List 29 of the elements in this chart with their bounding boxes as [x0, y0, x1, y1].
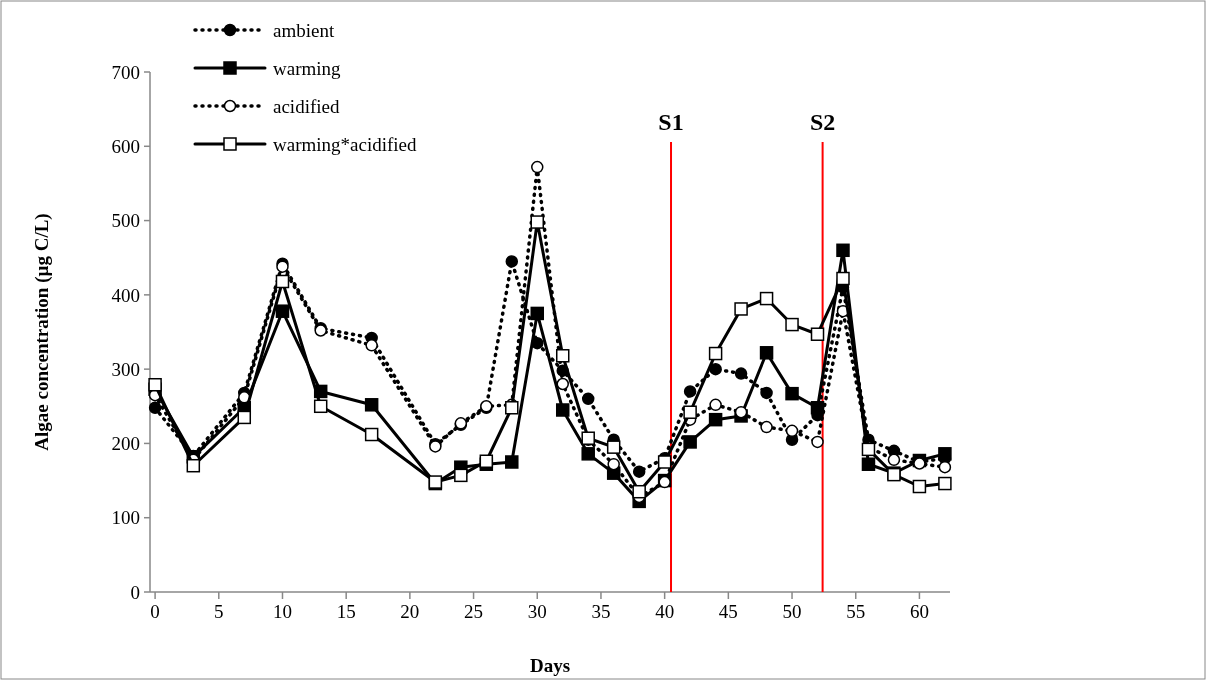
x-tick-label: 15: [336, 601, 356, 622]
ref-line-label: S1: [658, 109, 684, 135]
x-tick-label: 20: [400, 601, 420, 622]
x-tick-label: 60: [909, 601, 929, 622]
x-tick-label: 45: [718, 601, 738, 622]
x-tick-label: 50: [782, 601, 802, 622]
y-tick-label: 400: [111, 284, 140, 306]
legend-label: ambient: [273, 19, 335, 41]
legend-label: warming*acidified: [273, 133, 417, 155]
y-tick-label: 700: [111, 61, 140, 83]
x-tick-label: 5: [214, 601, 224, 622]
x-axis-title: Days: [529, 655, 571, 676]
x-tick-label: 35: [591, 601, 611, 622]
y-tick-label: 500: [111, 210, 140, 232]
ref-line-label: S2: [809, 109, 836, 135]
legend-label: warming: [273, 57, 342, 79]
x-tick-label: 55: [846, 601, 866, 622]
x-tick-label: 10: [272, 601, 292, 622]
x-tick-label: 30: [527, 601, 547, 622]
y-tick-label: 300: [111, 358, 140, 380]
y-tick-label: 600: [111, 135, 140, 157]
x-tick-label: 40: [655, 601, 675, 622]
x-tick-label: 0: [150, 601, 160, 622]
y-tick-label: 0: [130, 581, 140, 603]
legend-label: acidified: [273, 95, 340, 117]
y-tick-label: 100: [111, 507, 140, 529]
y-axis-title: Algae concentration (µg C/L): [31, 213, 53, 451]
x-tick-label: 25: [464, 601, 484, 622]
y-tick-label: 200: [111, 433, 140, 455]
